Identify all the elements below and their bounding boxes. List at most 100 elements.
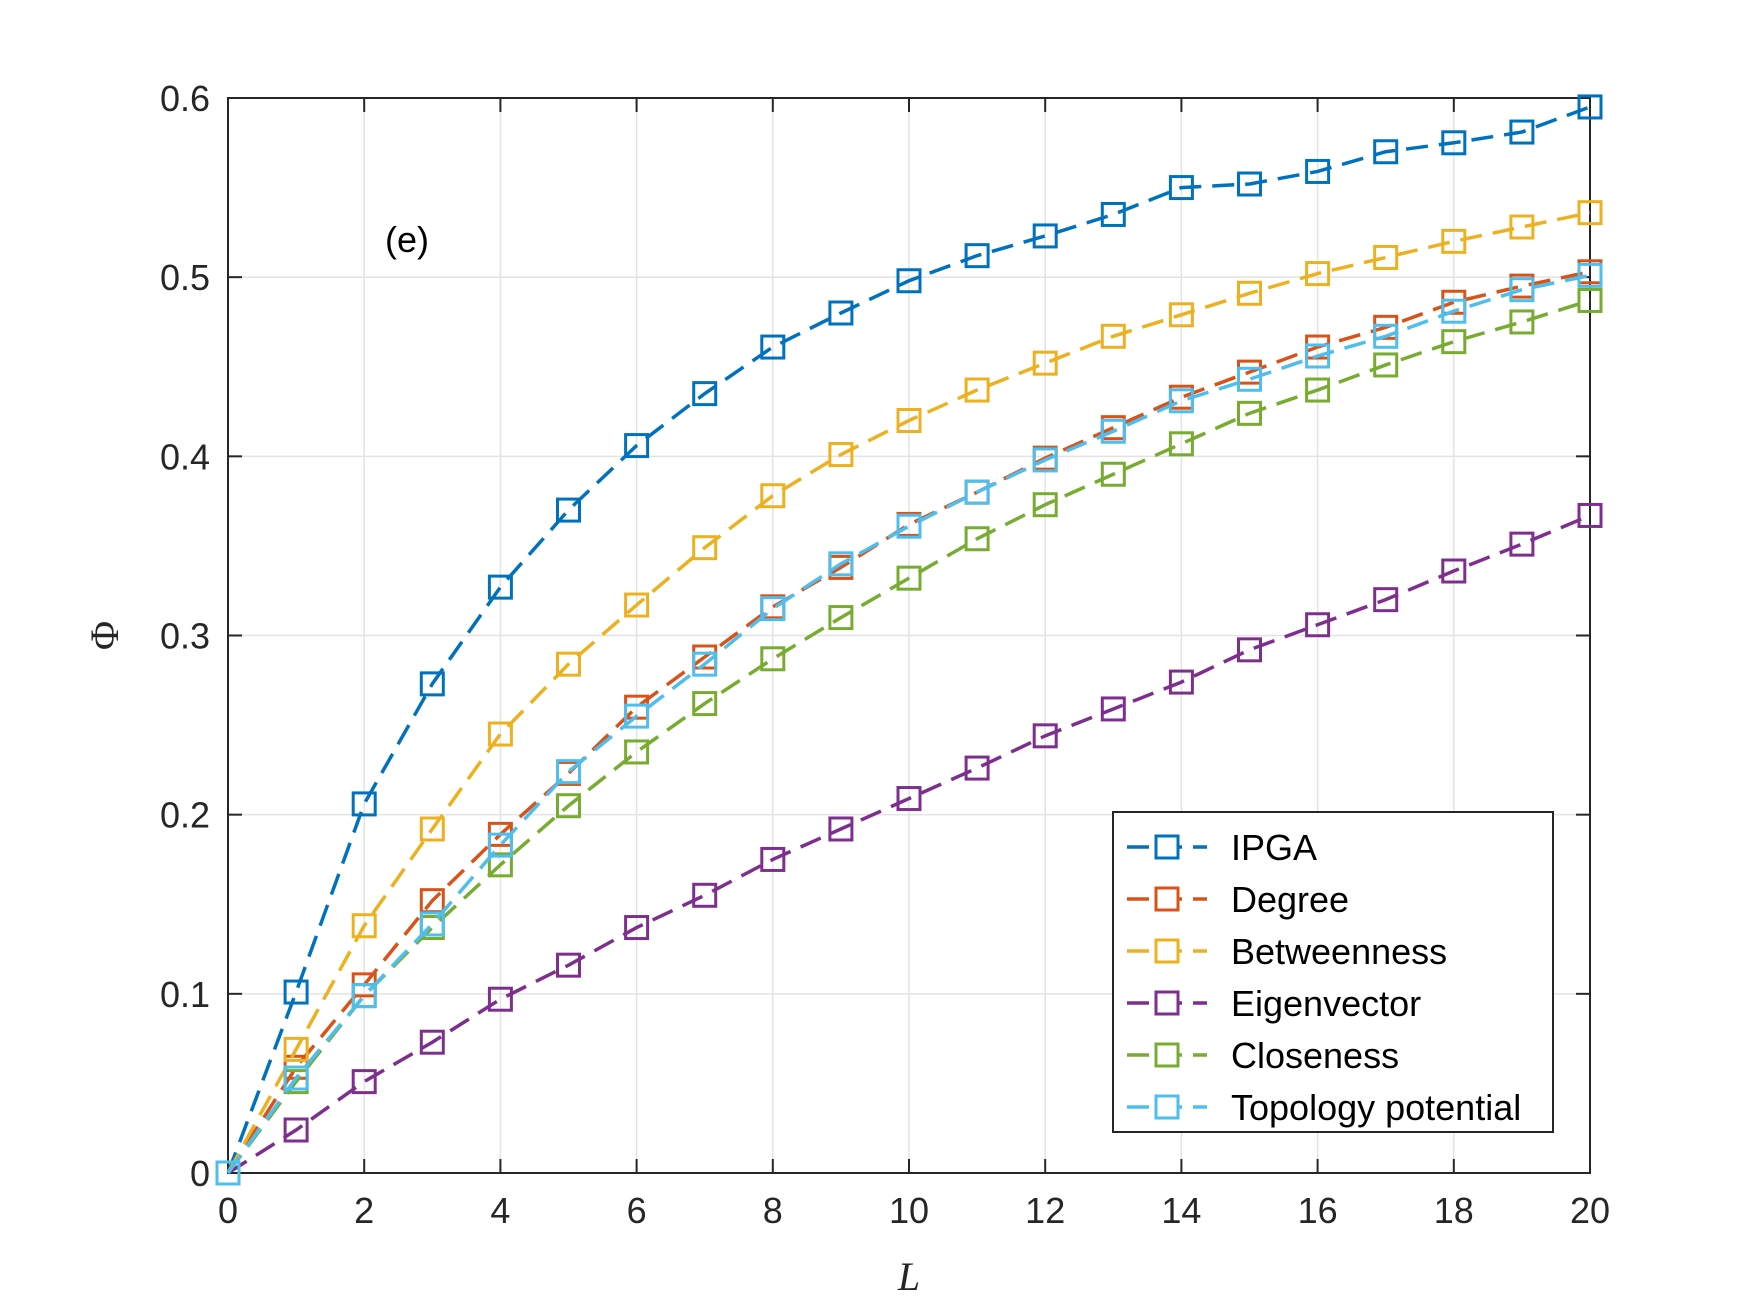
legend-marker-sample bbox=[1154, 938, 1180, 964]
closeness-marker bbox=[1509, 309, 1535, 335]
x-tick-label: 6 bbox=[627, 1190, 647, 1231]
legend-label: Degree bbox=[1231, 879, 1349, 920]
topology-potential-marker bbox=[1373, 323, 1399, 349]
eigenvector-marker bbox=[760, 846, 786, 872]
betweenness-marker bbox=[487, 721, 513, 747]
ipga-marker bbox=[1237, 171, 1262, 197]
topology-potential-marker bbox=[896, 513, 922, 539]
series-layer bbox=[215, 94, 1603, 1186]
betweenness-marker bbox=[964, 377, 990, 403]
betweenness-marker bbox=[283, 1036, 309, 1062]
closeness-marker bbox=[1237, 400, 1262, 426]
betweenness-marker bbox=[1168, 302, 1194, 328]
y-axis-label: Φ bbox=[82, 621, 127, 650]
eigenvector-marker bbox=[964, 755, 990, 781]
closeness-marker bbox=[487, 852, 513, 878]
legend-marker-sample bbox=[1154, 1042, 1180, 1068]
x-tick-label: 2 bbox=[354, 1190, 374, 1231]
panel-label: (e) bbox=[385, 219, 429, 260]
eigenvector-marker bbox=[624, 915, 650, 941]
betweenness-marker bbox=[1373, 244, 1399, 270]
ipga-marker bbox=[1577, 94, 1603, 120]
x-tick-label: 20 bbox=[1570, 1190, 1610, 1231]
ipga-marker bbox=[283, 979, 309, 1005]
eigenvector-marker bbox=[1032, 723, 1058, 749]
legend-item-eigenvector: Eigenvector bbox=[1127, 983, 1421, 1024]
betweenness-line bbox=[226, 210, 1591, 1174]
legend-marker-sample bbox=[1154, 834, 1180, 860]
ipga-marker bbox=[828, 300, 854, 326]
eigenvector-marker bbox=[283, 1117, 309, 1143]
topology-potential-marker bbox=[964, 479, 990, 505]
ipga-marker bbox=[1509, 119, 1535, 145]
x-tick-label: 0 bbox=[218, 1190, 238, 1231]
x-tick-label: 12 bbox=[1025, 1190, 1065, 1231]
eigenvector-marker bbox=[1577, 502, 1603, 528]
closeness-marker bbox=[1305, 377, 1331, 403]
closeness-marker bbox=[1168, 431, 1194, 457]
topology-potential-marker bbox=[624, 703, 650, 729]
closeness-marker bbox=[828, 605, 854, 631]
topology-potential-marker bbox=[1032, 447, 1058, 473]
x-axis-label: L bbox=[897, 1254, 920, 1299]
series-topology-potential bbox=[215, 262, 1603, 1186]
closeness-marker bbox=[556, 793, 581, 819]
closeness-line bbox=[226, 298, 1591, 1175]
x-tick-label: 4 bbox=[490, 1190, 510, 1231]
legend-marker-sample bbox=[1154, 886, 1180, 912]
y-tick-label: 0.5 bbox=[160, 257, 210, 298]
betweenness-marker bbox=[1577, 200, 1603, 226]
eigenvector-marker bbox=[828, 816, 854, 842]
ipga-marker bbox=[556, 497, 581, 523]
betweenness-marker bbox=[828, 442, 854, 468]
closeness-marker bbox=[1032, 492, 1058, 518]
ipga-line bbox=[226, 105, 1591, 1174]
ipga-marker bbox=[1305, 158, 1331, 184]
x-tick-label: 8 bbox=[763, 1190, 783, 1231]
betweenness-marker bbox=[760, 483, 786, 509]
eigenvector-marker bbox=[1305, 612, 1331, 638]
betweenness-marker bbox=[896, 408, 922, 433]
legend-item-degree: Degree bbox=[1127, 879, 1349, 920]
topology-potential-marker bbox=[760, 596, 786, 622]
eigenvector-marker bbox=[692, 882, 718, 908]
ipga-marker bbox=[1032, 223, 1058, 249]
eigenvector-marker bbox=[1373, 587, 1399, 613]
legend: IPGA Degree Betweenness Eigenvector Closenes… bbox=[1112, 811, 1554, 1133]
y-tick-label: 0.6 bbox=[160, 78, 210, 119]
betweenness-marker bbox=[556, 651, 581, 677]
x-tick-label: 16 bbox=[1298, 1190, 1338, 1231]
closeness-marker bbox=[624, 739, 650, 765]
betweenness-marker bbox=[624, 592, 650, 618]
topology-potential-marker bbox=[1441, 298, 1467, 324]
ipga-marker bbox=[419, 671, 445, 697]
closeness-marker bbox=[760, 646, 786, 672]
topology-potential-marker bbox=[1237, 366, 1262, 392]
betweenness-marker bbox=[1032, 350, 1058, 376]
betweenness-marker bbox=[351, 913, 377, 939]
legend-item-ipga: IPGA bbox=[1127, 827, 1317, 868]
y-tick-label: 0.4 bbox=[160, 436, 210, 477]
closeness-marker bbox=[1373, 352, 1399, 378]
eigenvector-marker bbox=[1237, 637, 1262, 663]
topology-potential-marker bbox=[692, 651, 718, 677]
eigenvector-marker bbox=[1509, 531, 1535, 557]
eigenvector-marker bbox=[1441, 558, 1467, 584]
topology-potential-marker bbox=[419, 911, 445, 937]
y-tick-label: 0.3 bbox=[160, 616, 210, 657]
legend-label: Closeness bbox=[1231, 1035, 1399, 1076]
topology-potential-marker bbox=[1100, 418, 1126, 444]
legend-marker-sample bbox=[1154, 1094, 1180, 1120]
x-tick-label: 18 bbox=[1434, 1190, 1474, 1231]
closeness-marker bbox=[1100, 461, 1126, 487]
eigenvector-marker bbox=[351, 1069, 377, 1095]
legend-item-betweenness: Betweenness bbox=[1127, 931, 1447, 972]
series-ipga bbox=[215, 94, 1603, 1186]
eigenvector-marker bbox=[419, 1029, 445, 1055]
closeness-marker bbox=[896, 565, 922, 591]
topology-potential-marker bbox=[487, 832, 513, 858]
ipga-marker bbox=[487, 574, 513, 600]
ipga-marker bbox=[351, 791, 377, 817]
axis-ticks: 0 2 4 6 8 10 12 14 16 18 20 0 0.1 0.2 0.3 0.4 0.5 0.6 bbox=[160, 78, 1610, 1231]
series-eigenvector bbox=[215, 502, 1603, 1186]
